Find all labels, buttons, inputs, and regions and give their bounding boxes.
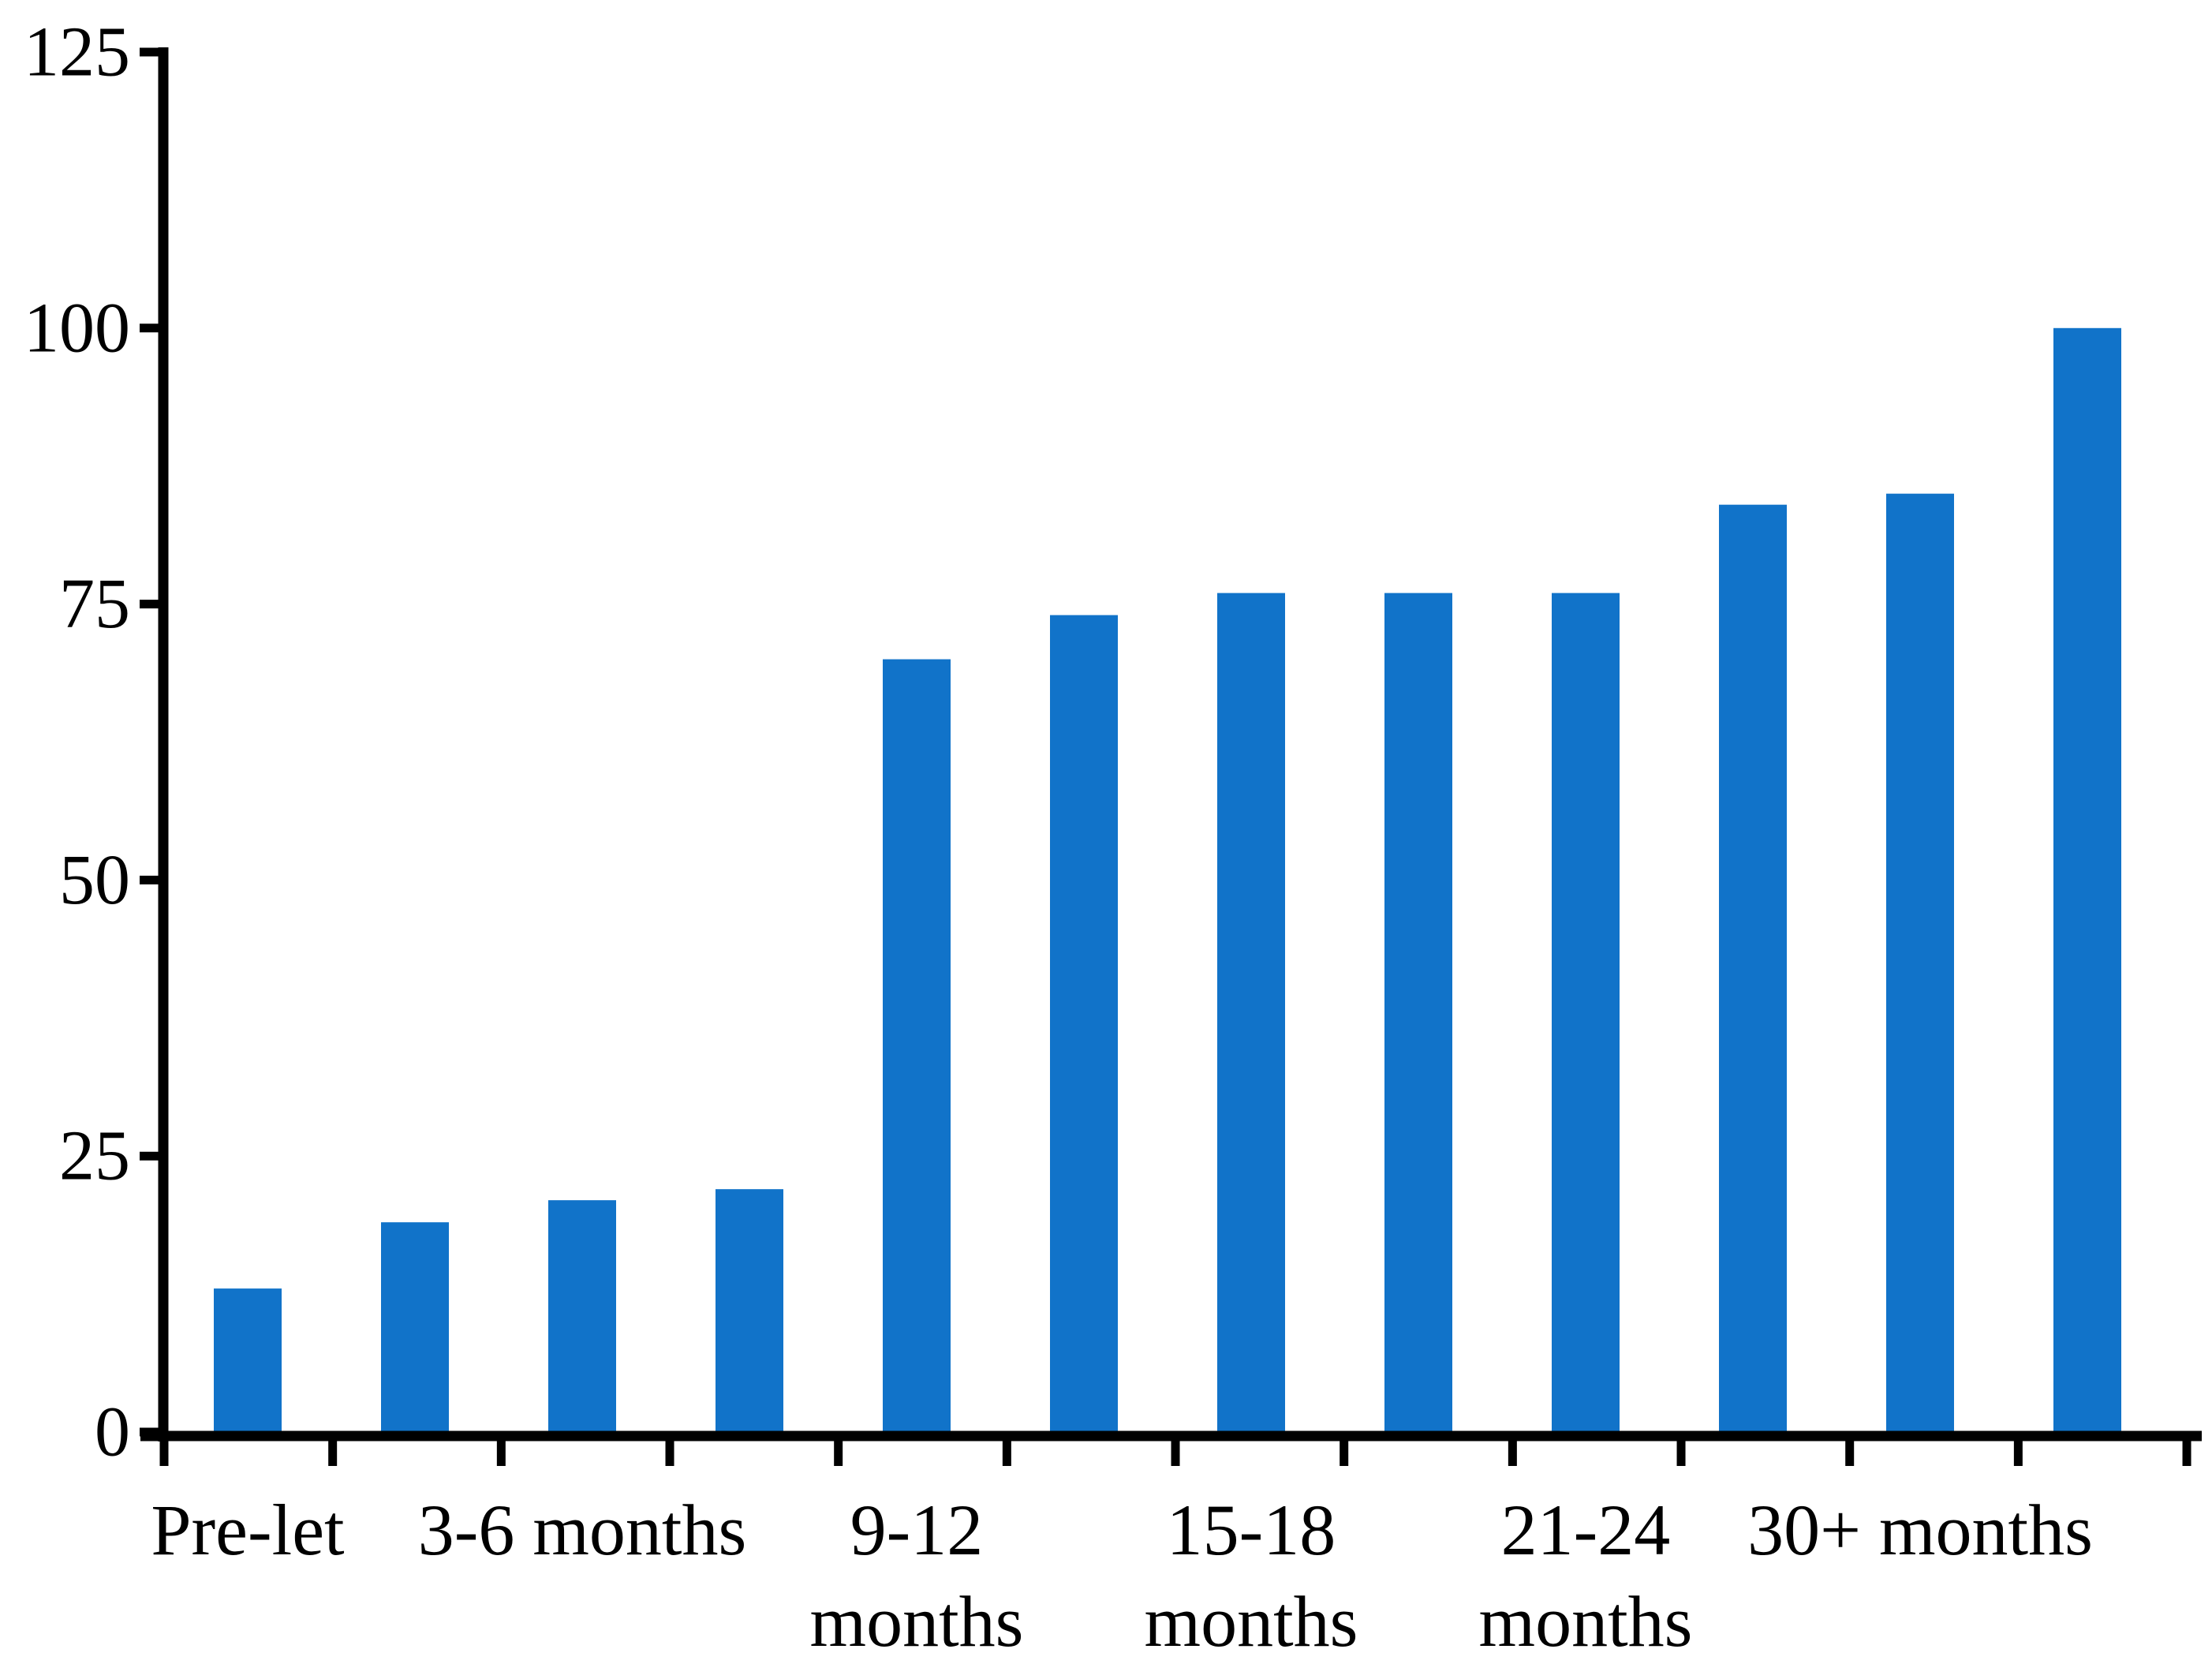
x-tick-label: months bbox=[810, 1581, 1024, 1662]
x-tick-label: 21-24 bbox=[1501, 1490, 1671, 1570]
x-tick-label: months bbox=[1145, 1581, 1358, 1662]
bar bbox=[1886, 493, 1954, 1437]
bar bbox=[1217, 593, 1285, 1437]
bar bbox=[1050, 615, 1118, 1436]
x-tick-label: 3-6 months bbox=[418, 1490, 747, 1570]
y-tick-label: 50 bbox=[59, 841, 130, 919]
bar bbox=[381, 1222, 449, 1436]
bar bbox=[1719, 504, 1787, 1436]
x-tick-label: Pre-let bbox=[151, 1490, 345, 1570]
x-tick-label: months bbox=[1479, 1581, 1693, 1662]
x-tick-label: 9-12 bbox=[850, 1490, 984, 1570]
bar bbox=[1552, 593, 1620, 1437]
bar bbox=[1384, 593, 1452, 1437]
bar bbox=[214, 1288, 282, 1436]
bar bbox=[883, 659, 951, 1436]
y-tick-label: 125 bbox=[24, 13, 130, 92]
bar bbox=[2053, 327, 2121, 1436]
x-tick-label: 30+ months bbox=[1747, 1490, 2093, 1570]
y-tick-label: 75 bbox=[59, 565, 130, 643]
y-tick-label: 0 bbox=[95, 1393, 130, 1471]
y-tick-label: 25 bbox=[59, 1117, 130, 1195]
y-tick-label: 100 bbox=[24, 289, 130, 367]
x-tick-label: 15-18 bbox=[1167, 1490, 1336, 1570]
bar bbox=[716, 1189, 783, 1436]
bar bbox=[548, 1200, 616, 1436]
